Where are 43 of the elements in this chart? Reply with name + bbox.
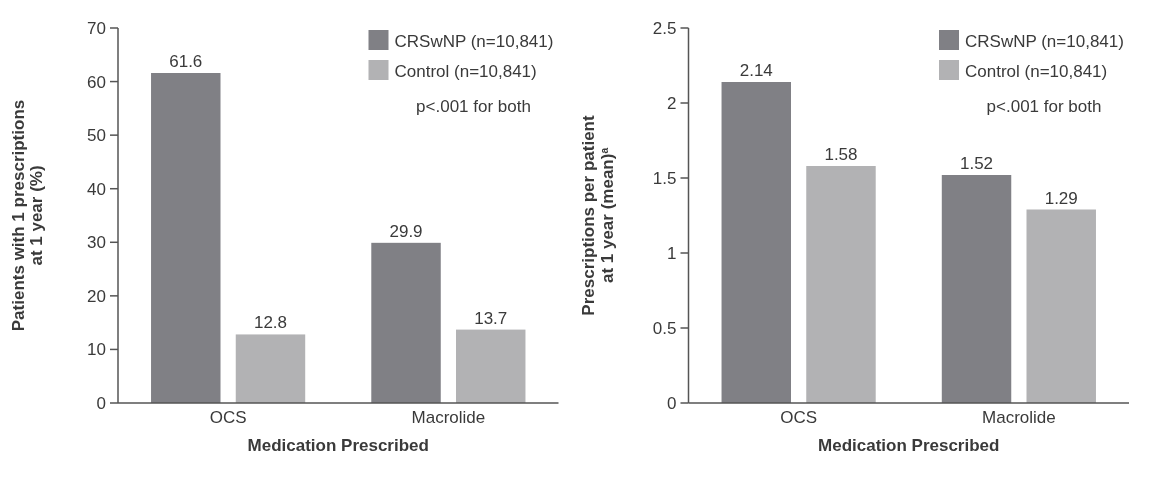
data-label: 1.52 [959,154,994,173]
data-label: 2.14 [739,61,773,80]
legend-label: Control (n=10,841) [394,62,537,81]
y-tick-label: 2 [667,93,677,113]
legend-label: Control (n=10,841) [965,62,1108,81]
y-tick-label: 70 [87,18,106,38]
y-tick-label: 50 [87,126,106,146]
x-tick-label: Macrolide [982,408,1056,427]
data-label: 1.58 [824,145,858,164]
bar [721,82,791,403]
y-tick-label: 10 [87,340,106,360]
y-tick-label: 0.5 [652,318,677,338]
y-tick-label: 1.5 [652,168,677,188]
bar [456,329,526,403]
annotation: p<.001 for both [986,97,1102,116]
y-tick-label: 30 [87,233,106,253]
bar [151,73,221,403]
y-tick-label: 0 [96,393,106,413]
y-tick-label: 40 [87,179,106,199]
y-tick-label: 2.5 [652,18,677,38]
legend-label: CRSwNP (n=10,841) [965,32,1124,51]
x-tick-label: Macrolide [411,408,486,427]
data-label: 1.29 [1044,188,1078,208]
x-tick-label: OCS [209,408,247,427]
data-label: 12.8 [253,313,288,333]
x-axis-title: Medication Prescribed [247,436,429,455]
data-label: 13.7 [474,308,508,328]
bar [941,175,1012,403]
x-tick-label: OCS [780,408,818,427]
bar [806,166,876,403]
x-axis-title: Medication Prescribed [818,436,1000,455]
data-label: 61.6 [169,52,203,71]
annotation: p<.001 for both [416,97,531,116]
y-tick-label: 20 [87,286,106,306]
y-axis-title: Patients with 1 prescriptions at 1 year (%) [8,99,47,332]
y-tick-label: 0 [667,393,677,413]
data-label: 29.9 [389,221,423,241]
bar [371,242,441,403]
y-tick-label: 60 [87,72,106,92]
legend-label: CRSwNP (n=10,841) [394,32,554,51]
bar [1026,209,1096,403]
bar [235,334,306,403]
y-tick-label: 1 [667,243,677,263]
